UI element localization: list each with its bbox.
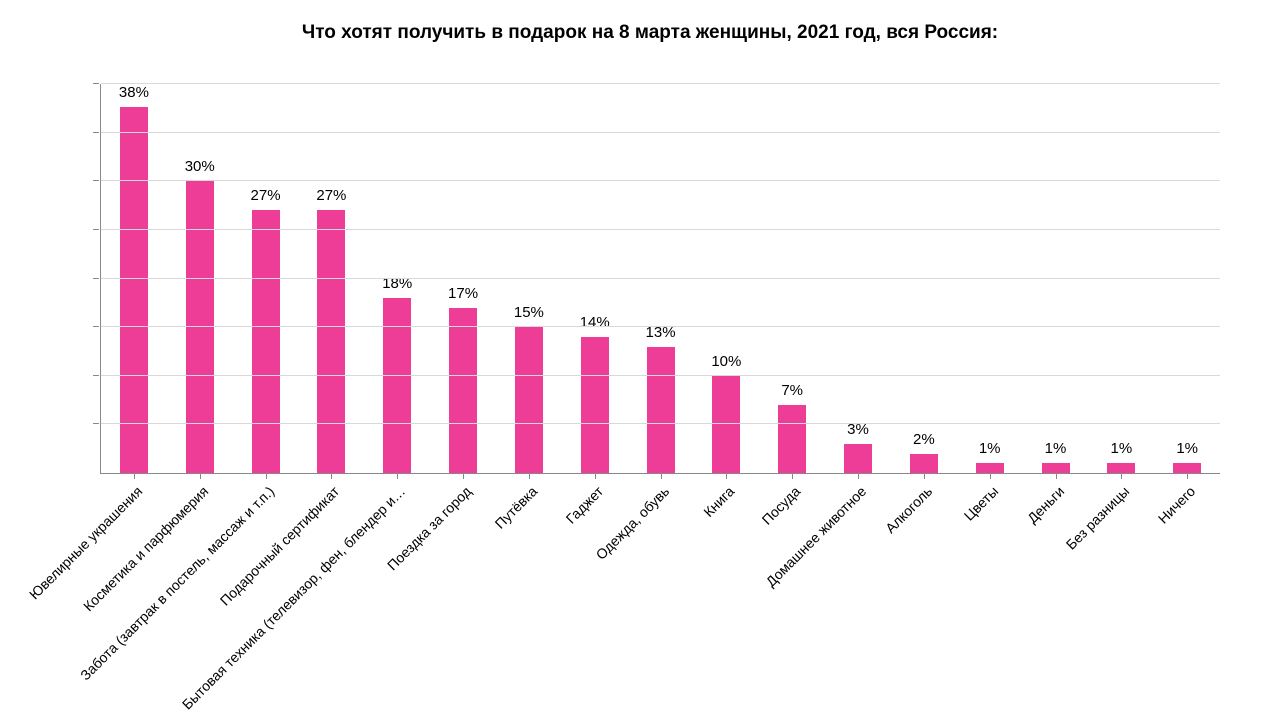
y-axis-tick: [93, 326, 99, 327]
bar-value-label: 1%: [979, 440, 1001, 457]
x-axis-label: Ювелирные украшения: [26, 483, 145, 602]
gridline: [101, 423, 1220, 424]
bar-value-label: 15%: [514, 304, 544, 321]
x-axis-tick: [200, 473, 201, 479]
bar: 14%: [562, 84, 628, 473]
bar-rect: [910, 454, 938, 473]
x-axis-tick: [726, 473, 727, 479]
y-axis-tick: [93, 132, 99, 133]
x-axis-label: Бытовая техника (телевизор, фен, блендер…: [179, 483, 409, 713]
chart-container: Что хотят получить в подарок на 8 марта …: [0, 0, 1280, 711]
bar-rect: [647, 347, 675, 473]
x-axis-tick: [1121, 473, 1122, 479]
bar-value-label: 27%: [316, 187, 346, 204]
bar-value-label: 7%: [781, 382, 803, 399]
bar-rect: [1107, 463, 1135, 473]
x-axis-tick: [266, 473, 267, 479]
bar-rect: [1173, 463, 1201, 473]
gridline: [101, 229, 1220, 230]
bar-value-label: 38%: [119, 84, 149, 101]
bar-value-label: 1%: [1045, 440, 1067, 457]
x-axis-tick: [792, 473, 793, 479]
y-axis-tick: [93, 180, 99, 181]
x-axis-tick: [463, 473, 464, 479]
bar-rect: [844, 444, 872, 473]
x-axis-tick: [397, 473, 398, 479]
bar: 17%: [430, 84, 496, 473]
x-axis-label: Деньги: [1024, 483, 1067, 526]
bar-rect: [252, 210, 280, 473]
gridline: [101, 180, 1220, 181]
bar: 1%: [957, 84, 1023, 473]
y-axis-tick: [93, 278, 99, 279]
bar-value-label: 2%: [913, 431, 935, 448]
x-axis-tick: [661, 473, 662, 479]
x-axis-label: Книга: [701, 483, 738, 520]
y-axis-tick: [93, 83, 99, 84]
bar-rect: [778, 405, 806, 473]
bar-rect: [383, 298, 411, 473]
x-axis-label: Гаджет: [562, 483, 606, 527]
x-axis-tick: [1056, 473, 1057, 479]
x-axis-tick: [924, 473, 925, 479]
bar: 7%: [759, 84, 825, 473]
bar-rect: [712, 376, 740, 473]
bar: 10%: [693, 84, 759, 473]
bar-value-label: 30%: [185, 158, 215, 175]
y-axis-tick: [93, 375, 99, 376]
bar-rect: [120, 107, 148, 473]
y-axis-tick: [93, 423, 99, 424]
y-axis-tick: [93, 229, 99, 230]
bar: 1%: [1088, 84, 1154, 473]
gridline: [101, 375, 1220, 376]
bar: 1%: [1023, 84, 1089, 473]
gridline: [101, 326, 1220, 327]
gridline: [101, 83, 1220, 84]
bar-rect: [186, 181, 214, 473]
x-axis-label: Подарочный сертификат: [217, 483, 343, 609]
gridline: [101, 132, 1220, 133]
x-axis-tick: [1187, 473, 1188, 479]
x-axis-label: Без разницы: [1063, 483, 1133, 553]
bar: 27%: [298, 84, 364, 473]
gridline: [101, 278, 1220, 279]
bar-rect: [581, 337, 609, 473]
x-axis-label: Ничего: [1155, 483, 1199, 527]
bar: 27%: [233, 84, 299, 473]
bar-value-label: 1%: [1110, 440, 1132, 457]
bar-value-label: 10%: [711, 353, 741, 370]
x-axis-tick: [331, 473, 332, 479]
bar-rect: [317, 210, 345, 473]
bar-rect: [515, 327, 543, 473]
bar-value-label: 14%: [580, 314, 610, 331]
bar: 18%: [364, 84, 430, 473]
x-axis-tick: [595, 473, 596, 479]
bar-rect: [976, 463, 1004, 473]
chart-title: Что хотят получить в подарок на 8 марта …: [60, 22, 1240, 44]
bar-value-label: 27%: [251, 187, 281, 204]
x-axis-label: Цветы: [960, 483, 1001, 524]
bar: 30%: [167, 84, 233, 473]
x-axis-tick: [990, 473, 991, 479]
x-axis-label: Путёвка: [491, 483, 540, 532]
bar: 3%: [825, 84, 891, 473]
bar: 2%: [891, 84, 957, 473]
bar-rect: [449, 308, 477, 473]
plot-area: 38% 30% 27% 27% 18% 17% 15% 14% 13% 10% 7% 3% 2% 1% 1%…: [100, 84, 1220, 474]
x-axis-tick: [134, 473, 135, 479]
bar-value-label: 1%: [1176, 440, 1198, 457]
bar-rect: [1042, 463, 1070, 473]
bar-value-label: 17%: [448, 285, 478, 302]
bar: 13%: [628, 84, 694, 473]
x-axis-label: Посуда: [759, 483, 804, 528]
bar: 1%: [1154, 84, 1220, 473]
x-axis-label: Косметика и парфюмерия: [80, 483, 211, 614]
x-axis-tick: [529, 473, 530, 479]
x-axis-label: Алкоголь: [882, 483, 935, 536]
bars-row: 38% 30% 27% 27% 18% 17% 15% 14% 13% 10% 7% 3% 2% 1% 1%…: [101, 84, 1220, 473]
x-axis-tick: [858, 473, 859, 479]
bar: 38%: [101, 84, 167, 473]
bar: 15%: [496, 84, 562, 473]
